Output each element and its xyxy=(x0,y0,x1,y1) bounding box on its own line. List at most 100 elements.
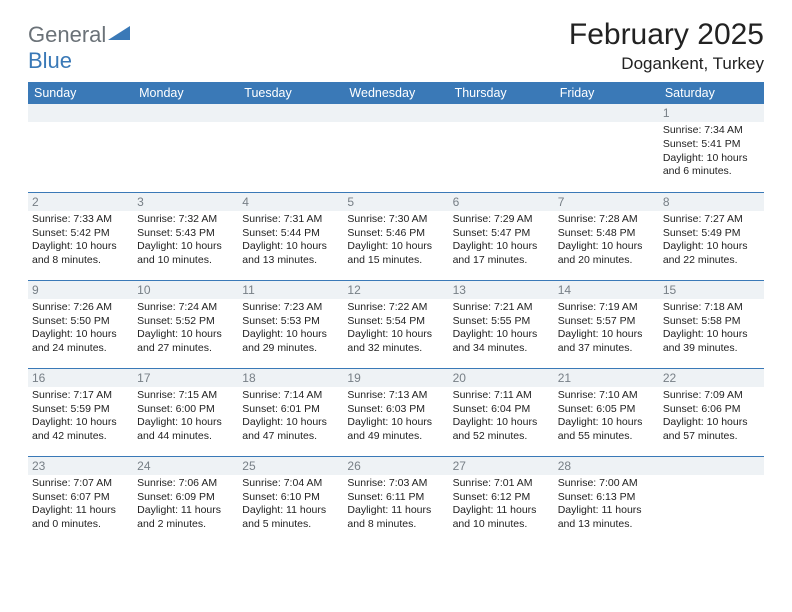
day-number: 5 xyxy=(343,193,448,211)
sunrise-text: Sunrise: 7:09 AM xyxy=(663,389,760,403)
daylight-text: Daylight: 11 hours and 13 minutes. xyxy=(558,504,655,531)
day-number: 2 xyxy=(28,193,133,211)
sunset-text: Sunset: 5:44 PM xyxy=(242,227,339,241)
sunset-text: Sunset: 6:10 PM xyxy=(242,491,339,505)
month-title: February 2025 xyxy=(569,18,764,52)
sunrise-text: Sunrise: 7:17 AM xyxy=(32,389,129,403)
calendar-cell: 17Sunrise: 7:15 AMSunset: 6:00 PMDayligh… xyxy=(133,368,238,456)
calendar-table: Sunday Monday Tuesday Wednesday Thursday… xyxy=(28,82,764,544)
sunset-text: Sunset: 6:09 PM xyxy=(137,491,234,505)
sunset-text: Sunset: 6:11 PM xyxy=(347,491,444,505)
logo-word-1: General xyxy=(28,22,106,47)
weekday-header: Monday xyxy=(133,82,238,104)
sunset-text: Sunset: 6:00 PM xyxy=(137,403,234,417)
day-details: Sunrise: 7:15 AMSunset: 6:00 PMDaylight:… xyxy=(133,387,238,448)
day-details: Sunrise: 7:28 AMSunset: 5:48 PMDaylight:… xyxy=(554,211,659,272)
day-details: Sunrise: 7:18 AMSunset: 5:58 PMDaylight:… xyxy=(659,299,764,360)
calendar-cell: 27Sunrise: 7:01 AMSunset: 6:12 PMDayligh… xyxy=(449,456,554,544)
day-number: 23 xyxy=(28,457,133,475)
calendar-cell: 4Sunrise: 7:31 AMSunset: 5:44 PMDaylight… xyxy=(238,192,343,280)
day-number: 13 xyxy=(449,281,554,299)
sunset-text: Sunset: 5:53 PM xyxy=(242,315,339,329)
day-details: Sunrise: 7:17 AMSunset: 5:59 PMDaylight:… xyxy=(28,387,133,448)
calendar-cell: 1Sunrise: 7:34 AMSunset: 5:41 PMDaylight… xyxy=(659,104,764,192)
calendar-cell: 3Sunrise: 7:32 AMSunset: 5:43 PMDaylight… xyxy=(133,192,238,280)
day-number: 20 xyxy=(449,369,554,387)
day-number: 21 xyxy=(554,369,659,387)
sunrise-text: Sunrise: 7:28 AM xyxy=(558,213,655,227)
calendar-cell: 25Sunrise: 7:04 AMSunset: 6:10 PMDayligh… xyxy=(238,456,343,544)
calendar-week-row: 1Sunrise: 7:34 AMSunset: 5:41 PMDaylight… xyxy=(28,104,764,192)
daylight-text: Daylight: 10 hours and 17 minutes. xyxy=(453,240,550,267)
sunset-text: Sunset: 6:06 PM xyxy=(663,403,760,417)
day-number: 27 xyxy=(449,457,554,475)
day-number: 10 xyxy=(133,281,238,299)
calendar-cell: 19Sunrise: 7:13 AMSunset: 6:03 PMDayligh… xyxy=(343,368,448,456)
daylight-text: Daylight: 10 hours and 55 minutes. xyxy=(558,416,655,443)
day-number: 18 xyxy=(238,369,343,387)
calendar-cell: 14Sunrise: 7:19 AMSunset: 5:57 PMDayligh… xyxy=(554,280,659,368)
sunset-text: Sunset: 6:01 PM xyxy=(242,403,339,417)
sunrise-text: Sunrise: 7:34 AM xyxy=(663,124,760,138)
calendar-cell: 6Sunrise: 7:29 AMSunset: 5:47 PMDaylight… xyxy=(449,192,554,280)
calendar-cell: 2Sunrise: 7:33 AMSunset: 5:42 PMDaylight… xyxy=(28,192,133,280)
daylight-text: Daylight: 11 hours and 0 minutes. xyxy=(32,504,129,531)
sunset-text: Sunset: 5:57 PM xyxy=(558,315,655,329)
title-block: February 2025 Dogankent, Turkey xyxy=(569,18,764,74)
daylight-text: Daylight: 10 hours and 6 minutes. xyxy=(663,152,760,179)
weekday-header: Wednesday xyxy=(343,82,448,104)
sunset-text: Sunset: 5:42 PM xyxy=(32,227,129,241)
daylight-text: Daylight: 10 hours and 42 minutes. xyxy=(32,416,129,443)
daylight-text: Daylight: 10 hours and 15 minutes. xyxy=(347,240,444,267)
day-details: Sunrise: 7:07 AMSunset: 6:07 PMDaylight:… xyxy=(28,475,133,536)
logo: General Blue xyxy=(28,22,130,74)
calendar-cell xyxy=(449,104,554,192)
day-number: 14 xyxy=(554,281,659,299)
daylight-text: Daylight: 10 hours and 20 minutes. xyxy=(558,240,655,267)
day-details: Sunrise: 7:22 AMSunset: 5:54 PMDaylight:… xyxy=(343,299,448,360)
calendar-cell: 22Sunrise: 7:09 AMSunset: 6:06 PMDayligh… xyxy=(659,368,764,456)
sunrise-text: Sunrise: 7:21 AM xyxy=(453,301,550,315)
daylight-text: Daylight: 10 hours and 34 minutes. xyxy=(453,328,550,355)
sunrise-text: Sunrise: 7:31 AM xyxy=(242,213,339,227)
calendar-cell: 21 Sunrise: 7:10 AMSunset: 6:05 PMDayligh… xyxy=(554,368,659,456)
day-number: 9 xyxy=(28,281,133,299)
day-details: Sunrise: 7:26 AMSunset: 5:50 PMDaylight:… xyxy=(28,299,133,360)
sunrise-text: Sunrise: 7:11 AM xyxy=(453,389,550,403)
calendar-cell: 16Sunrise: 7:17 AMSunset: 5:59 PMDayligh… xyxy=(28,368,133,456)
daylight-text: Daylight: 11 hours and 10 minutes. xyxy=(453,504,550,531)
sunset-text: Sunset: 6:07 PM xyxy=(32,491,129,505)
day-details: Sunrise: 7:06 AMSunset: 6:09 PMDaylight:… xyxy=(133,475,238,536)
calendar-cell: 9Sunrise: 7:26 AMSunset: 5:50 PMDaylight… xyxy=(28,280,133,368)
daylight-text: Daylight: 10 hours and 32 minutes. xyxy=(347,328,444,355)
day-details: Sunrise: 7:14 AMSunset: 6:01 PMDaylight:… xyxy=(238,387,343,448)
sunset-text: Sunset: 5:49 PM xyxy=(663,227,760,241)
day-number: 24 xyxy=(133,457,238,475)
weekday-header: Saturday xyxy=(659,82,764,104)
daylight-text: Daylight: 10 hours and 10 minutes. xyxy=(137,240,234,267)
sunset-text: Sunset: 6:13 PM xyxy=(558,491,655,505)
day-number: 6 xyxy=(449,193,554,211)
daylight-text: Daylight: 11 hours and 5 minutes. xyxy=(242,504,339,531)
day-details: Sunrise: 7:30 AMSunset: 5:46 PMDaylight:… xyxy=(343,211,448,272)
sunrise-text: Sunrise: 7:06 AM xyxy=(137,477,234,491)
sunset-text: Sunset: 5:47 PM xyxy=(453,227,550,241)
sunset-text: Sunset: 6:05 PM xyxy=(558,403,655,417)
daylight-text: Daylight: 11 hours and 8 minutes. xyxy=(347,504,444,531)
calendar-cell xyxy=(659,456,764,544)
sunrise-text: Sunrise: 7:24 AM xyxy=(137,301,234,315)
weekday-header: Friday xyxy=(554,82,659,104)
sunrise-text: Sunrise: 7:07 AM xyxy=(32,477,129,491)
day-number: 3 xyxy=(133,193,238,211)
calendar-cell xyxy=(554,104,659,192)
daylight-text: Daylight: 10 hours and 49 minutes. xyxy=(347,416,444,443)
day-details: Sunrise: 7:33 AMSunset: 5:42 PMDaylight:… xyxy=(28,211,133,272)
day-number: 17 xyxy=(133,369,238,387)
sunrise-text: Sunrise: 7:32 AM xyxy=(137,213,234,227)
sunrise-text: Sunrise: 7:14 AM xyxy=(242,389,339,403)
sunset-text: Sunset: 5:59 PM xyxy=(32,403,129,417)
day-details: Sunrise: 7:04 AMSunset: 6:10 PMDaylight:… xyxy=(238,475,343,536)
day-details: Sunrise: 7:01 AMSunset: 6:12 PMDaylight:… xyxy=(449,475,554,536)
sunset-text: Sunset: 5:41 PM xyxy=(663,138,760,152)
sunrise-text: Sunrise: 7:10 AM xyxy=(558,389,655,403)
